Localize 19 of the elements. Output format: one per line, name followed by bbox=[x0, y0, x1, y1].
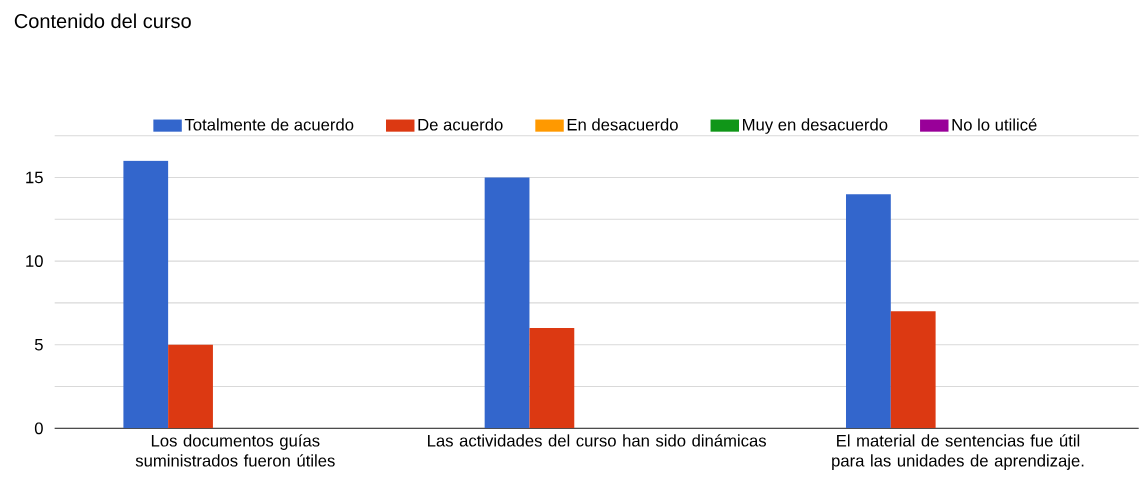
bar bbox=[168, 344, 213, 429]
x-tick-label: Las actividades del curso han sido dinámicas bbox=[428, 434, 766, 447]
bar bbox=[846, 194, 891, 429]
legend-label: No lo utilicé bbox=[952, 118, 1037, 131]
y-tick-label: 5 bbox=[34, 338, 43, 351]
legend-label: Totalmente de acuerdo bbox=[184, 118, 354, 131]
bar bbox=[123, 160, 169, 429]
legend-label: En desacuerdo bbox=[567, 118, 678, 131]
x-tick-label: El material de sentencias fue útil para las unidades de aprendizaje. bbox=[832, 434, 1084, 470]
bar bbox=[529, 327, 575, 429]
y-tick-label: 15 bbox=[26, 171, 43, 184]
bar bbox=[484, 177, 530, 429]
y-tick-label: 0 bbox=[34, 422, 43, 435]
x-tick-label: Los documentos guías suministrados fueron útiles bbox=[135, 434, 335, 467]
legend-label: Muy en desacuerdo bbox=[743, 118, 888, 134]
chart-title: Contenido del curso bbox=[14, 13, 191, 29]
bar bbox=[890, 311, 936, 429]
y-tick-label: 10 bbox=[26, 255, 43, 267]
legend-label: De acuerdo bbox=[418, 118, 503, 131]
